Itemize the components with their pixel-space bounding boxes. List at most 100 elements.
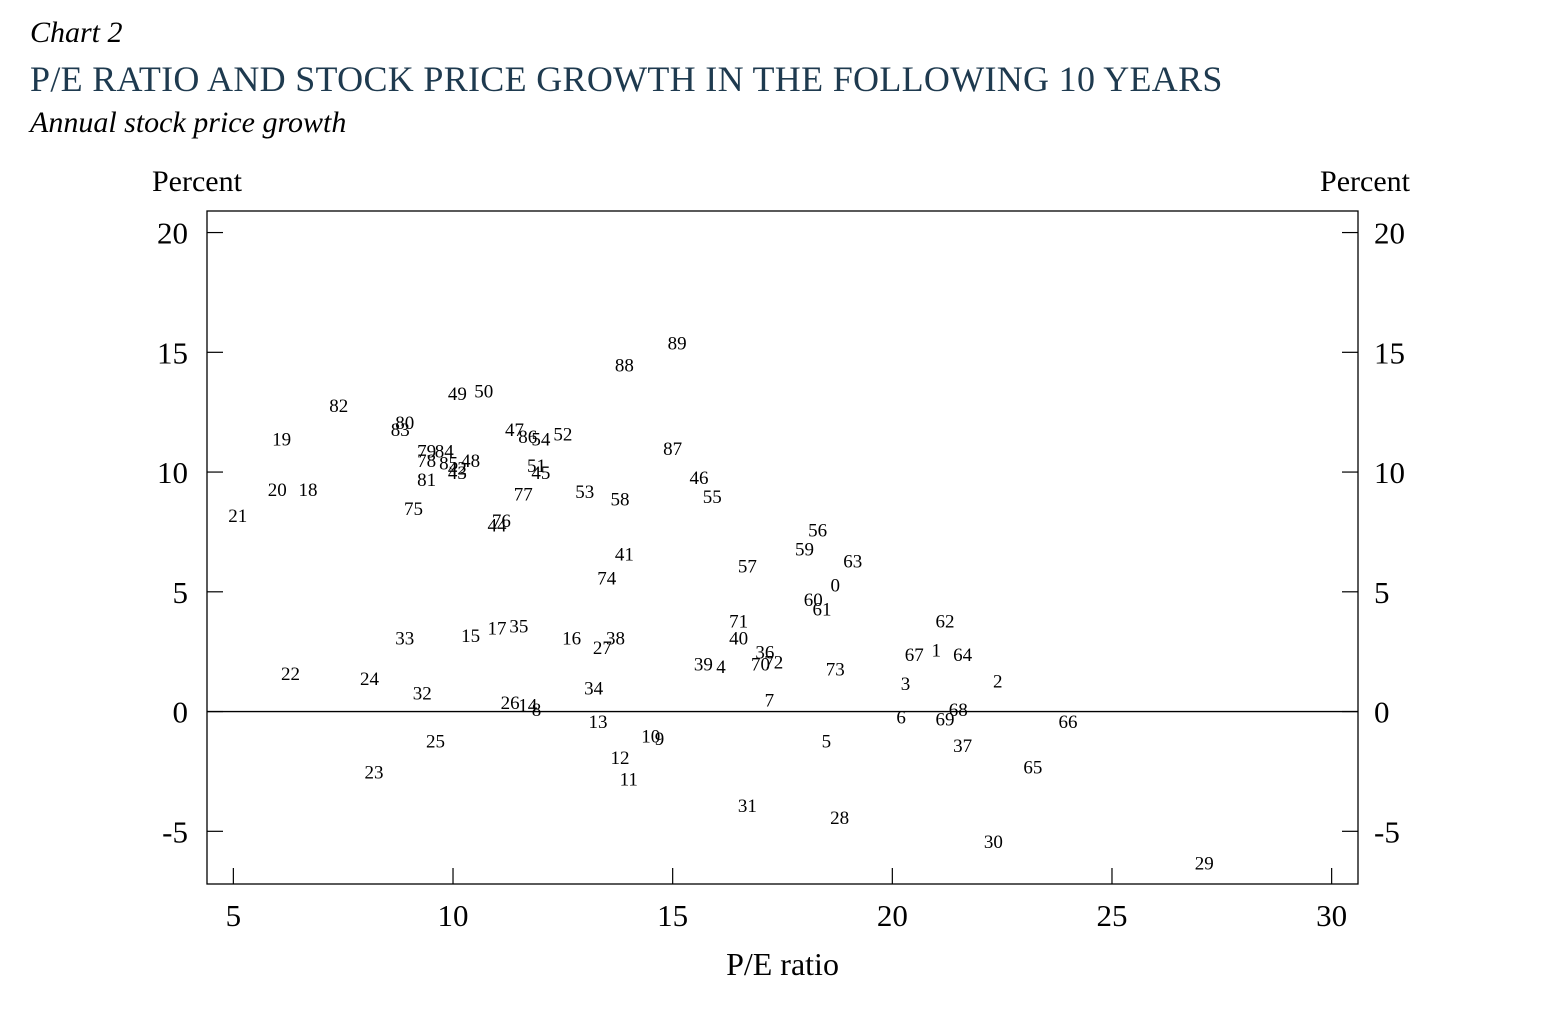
y-tick-label-right: 5 (1374, 575, 1390, 610)
chart-subtitle: Annual stock price growth (30, 106, 347, 139)
data-point-label: 40 (729, 628, 748, 649)
data-point-label: 21 (228, 506, 247, 527)
y-tick-label-left: 5 (173, 575, 189, 610)
y-tick-label-right: 0 (1374, 695, 1390, 730)
data-point-label: 10 (641, 727, 660, 748)
data-point-label: 79 (417, 442, 436, 463)
chart-label: Chart 2 (30, 16, 123, 49)
data-point-label: 24 (360, 669, 380, 690)
data-point-label: 84 (435, 442, 455, 463)
data-point-label: 4 (716, 657, 726, 678)
data-point-label: 29 (1195, 853, 1214, 874)
data-point-label: 75 (404, 499, 423, 520)
data-point-label: 7 (765, 691, 775, 712)
y-tick-label-left: 15 (157, 335, 188, 370)
data-point-label: 88 (615, 355, 634, 376)
data-point-label: 64 (953, 645, 973, 666)
data-point-label: 19 (272, 430, 291, 451)
chart-title: P/E RATIO AND STOCK PRICE GROWTH IN THE … (30, 59, 1223, 99)
data-point-label: 78 (417, 451, 436, 472)
data-point-label: 47 (505, 420, 524, 441)
data-point-label: 50 (474, 382, 493, 403)
data-point-label: 57 (738, 556, 757, 577)
data-point-label: 30 (984, 832, 1003, 853)
data-point-label: 42 (448, 458, 467, 479)
data-point-label: 60 (804, 590, 823, 611)
plot-frame (206, 210, 1359, 885)
data-point-label: 22 (281, 664, 300, 685)
data-point-label: 77 (514, 485, 533, 506)
data-point-label: 9 (655, 729, 665, 750)
data-point-label: 54 (531, 430, 551, 451)
y-tick-label-right: 10 (1374, 455, 1405, 490)
data-point-label: 76 (492, 511, 511, 532)
data-point-label: 58 (610, 489, 629, 510)
data-point-label: 72 (764, 652, 783, 673)
data-point-label: 56 (808, 521, 827, 542)
data-point-label: 87 (663, 439, 682, 460)
data-point-label: 23 (364, 762, 383, 783)
data-point-label: 45 (531, 463, 550, 484)
y-axis-label-right: Percent (1320, 165, 1411, 198)
y-tick-label-left: 20 (157, 216, 188, 251)
data-point-label: 63 (843, 552, 862, 573)
x-tick-label: 20 (877, 898, 908, 933)
data-point-label: 14 (518, 695, 538, 716)
data-point-label: 46 (690, 468, 709, 489)
data-point-label: 13 (588, 712, 607, 733)
data-point-label: 25 (426, 731, 445, 752)
data-point-label: 6 (896, 707, 906, 728)
data-point-label: 68 (949, 700, 968, 721)
data-point-label: 48 (461, 451, 480, 472)
data-point-label: 55 (703, 487, 722, 508)
data-point-label: 67 (905, 645, 924, 666)
data-point-label: 51 (527, 456, 546, 477)
data-point-label: 62 (936, 612, 955, 633)
y-axis-label-left: Percent (152, 165, 243, 198)
data-point-label: 17 (487, 619, 506, 640)
data-point-label: 18 (299, 480, 318, 501)
data-point-label: 71 (729, 612, 748, 633)
data-point-label: 66 (1059, 712, 1078, 733)
x-axis-ticks: 5 10 15 20 25 30 (226, 868, 1347, 933)
data-point-label: 20 (268, 480, 287, 501)
data-point-label: 2 (993, 671, 1003, 692)
data-point-label: 26 (501, 693, 520, 714)
data-point-label: 89 (668, 334, 687, 355)
data-point-label: 43 (448, 463, 467, 484)
y-tick-label-right: 20 (1374, 216, 1405, 251)
data-point-label: 44 (487, 516, 507, 537)
data-point-label: 0 (830, 576, 840, 597)
data-point-label: 32 (413, 683, 432, 704)
data-point-label: 34 (584, 679, 604, 700)
data-point-label: 82 (329, 396, 348, 417)
data-point-label: 39 (694, 655, 713, 676)
data-point-label: 11 (620, 770, 638, 791)
data-point-label: 59 (795, 540, 814, 561)
data-point-label: 31 (738, 796, 757, 817)
data-point-label: 52 (553, 425, 572, 446)
data-point-label: 36 (755, 643, 774, 664)
data-point-label: 61 (813, 600, 832, 621)
x-tick-label: 30 (1316, 898, 1347, 933)
data-point-label: 85 (439, 453, 458, 474)
data-point-label: 49 (448, 384, 467, 405)
data-point-label: 37 (953, 736, 972, 757)
data-point-label: 86 (518, 427, 537, 448)
data-point-label: 83 (391, 420, 410, 441)
x-tick-label: 5 (226, 898, 242, 933)
data-point-label: 70 (751, 655, 770, 676)
data-point-label: 41 (615, 544, 634, 565)
data-point-label: 74 (597, 568, 617, 589)
data-point-label: 73 (826, 659, 845, 680)
data-point-label: 12 (610, 748, 629, 769)
data-point-label: 16 (562, 628, 581, 649)
data-point-label: 80 (395, 413, 414, 434)
data-point-label: 8 (532, 700, 542, 721)
data-point-label: 38 (606, 628, 625, 649)
y-tick-label-left: 0 (173, 695, 189, 730)
data-point-label: 28 (830, 808, 849, 829)
